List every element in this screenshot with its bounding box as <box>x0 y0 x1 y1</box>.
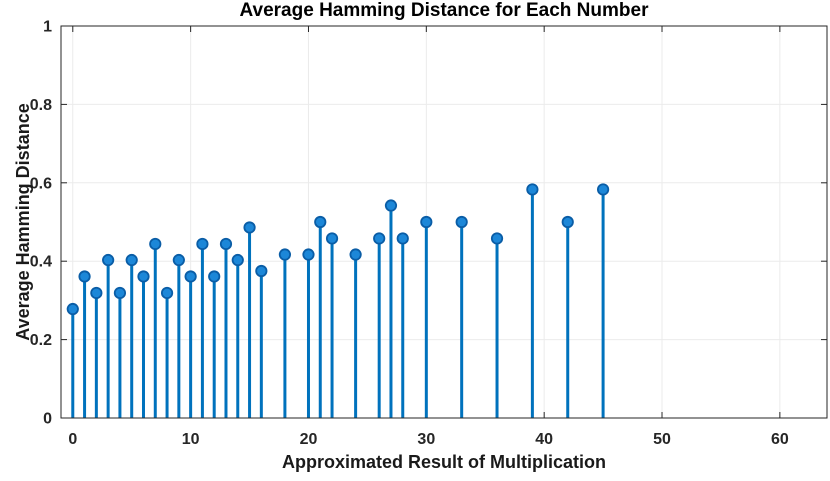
y-tick-label: 0.4 <box>30 254 52 271</box>
y-tick-label: 1 <box>43 19 52 36</box>
stem-marker <box>219 237 233 251</box>
stem-marker <box>208 270 221 283</box>
stem-marker <box>255 264 268 278</box>
stem-marker <box>102 253 115 267</box>
plot-area: 0 10 20 30 40 50 60 0 0.2 0.4 0.6 0.8 1 <box>30 19 828 448</box>
y-axis-label: Average Hamming Distance <box>13 103 33 340</box>
stem-marker <box>349 248 362 261</box>
x-tick-label: 10 <box>182 431 200 448</box>
y-tick-label: 0.8 <box>30 97 52 114</box>
y-tick-label: 0 <box>43 411 52 428</box>
stem-marker <box>384 199 398 212</box>
chart-title: Average Hamming Distance for Each Number <box>240 0 650 21</box>
x-tick-label: 40 <box>535 431 553 448</box>
stem-marker <box>78 270 91 283</box>
x-tick-label: 0 <box>68 431 77 448</box>
stem-marker <box>243 221 256 234</box>
stem-marker <box>160 286 174 300</box>
stem-marker <box>196 237 209 251</box>
y-tick-label: 0.2 <box>30 332 52 349</box>
stem-marker <box>113 286 127 300</box>
stem-marker <box>278 248 292 261</box>
stem-marker <box>149 237 162 251</box>
x-tick-label: 60 <box>771 431 789 448</box>
stem-marker <box>373 232 386 245</box>
stem-marker <box>490 232 504 245</box>
x-tick-label: 50 <box>653 431 671 448</box>
y-tick-label: 0.6 <box>30 175 52 192</box>
stem-marker <box>325 232 339 245</box>
stem-marker <box>396 232 409 245</box>
x-tick-label: 20 <box>300 431 318 448</box>
stem-marker <box>231 253 244 267</box>
stem-marker <box>125 253 138 267</box>
stem-marker <box>455 215 468 229</box>
stem-marker <box>184 270 197 283</box>
plot-box <box>60 25 828 419</box>
plot-background <box>61 26 827 418</box>
stem-marker <box>66 302 79 316</box>
stem-marker <box>172 253 185 267</box>
stem-marker <box>526 183 539 196</box>
stem-marker <box>314 215 327 229</box>
x-tick-label: 30 <box>417 431 435 448</box>
stem-marker <box>90 286 103 300</box>
stem-marker <box>596 183 610 196</box>
stem-marker <box>561 215 574 229</box>
stem-marker <box>302 248 315 261</box>
stem-marker <box>137 270 150 283</box>
stem-marker <box>420 215 433 229</box>
x-axis-label: Approximated Result of Multiplication <box>282 452 606 472</box>
